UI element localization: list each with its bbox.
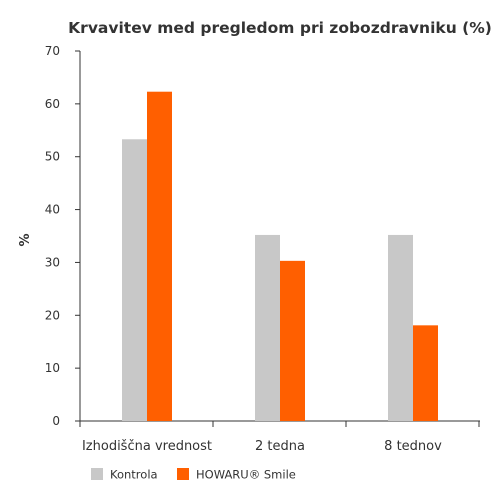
- y-tick-label: 0: [52, 414, 60, 428]
- legend-swatch: [91, 468, 103, 480]
- bar-kontrola: [122, 139, 147, 421]
- bar-kontrola: [255, 234, 280, 421]
- y-tick-label: 40: [45, 203, 60, 217]
- y-tick-label: 50: [45, 150, 60, 164]
- y-tick-label: 30: [45, 255, 60, 269]
- y-tick-label: 10: [45, 361, 60, 375]
- y-tick-label: 70: [45, 44, 60, 58]
- y-axis-label: %: [18, 233, 33, 246]
- x-category-label: 8 tednov: [384, 439, 442, 454]
- y-tick-label: 60: [45, 97, 60, 111]
- x-category-label: 2 tedna: [255, 439, 305, 454]
- bar-howaru-smile: [280, 260, 305, 421]
- legend: Kontrola HOWARU® Smile: [91, 468, 296, 482]
- legend-label: HOWARU® Smile: [196, 468, 296, 482]
- chart-title: Krvavitev med pregledom pri zobozdravnik…: [68, 19, 492, 37]
- bar-howaru-smile: [147, 91, 172, 421]
- y-tick-label: 20: [45, 308, 60, 322]
- x-category-label: Izhodiščna vrednost: [82, 439, 212, 454]
- bars: Izhodiščna vrednost 2 tedna 8 tednov: [82, 91, 442, 454]
- legend-swatch: [177, 468, 189, 480]
- bar-howaru-smile: [413, 325, 438, 421]
- bar-kontrola: [388, 234, 413, 421]
- legend-label: Kontrola: [110, 468, 158, 482]
